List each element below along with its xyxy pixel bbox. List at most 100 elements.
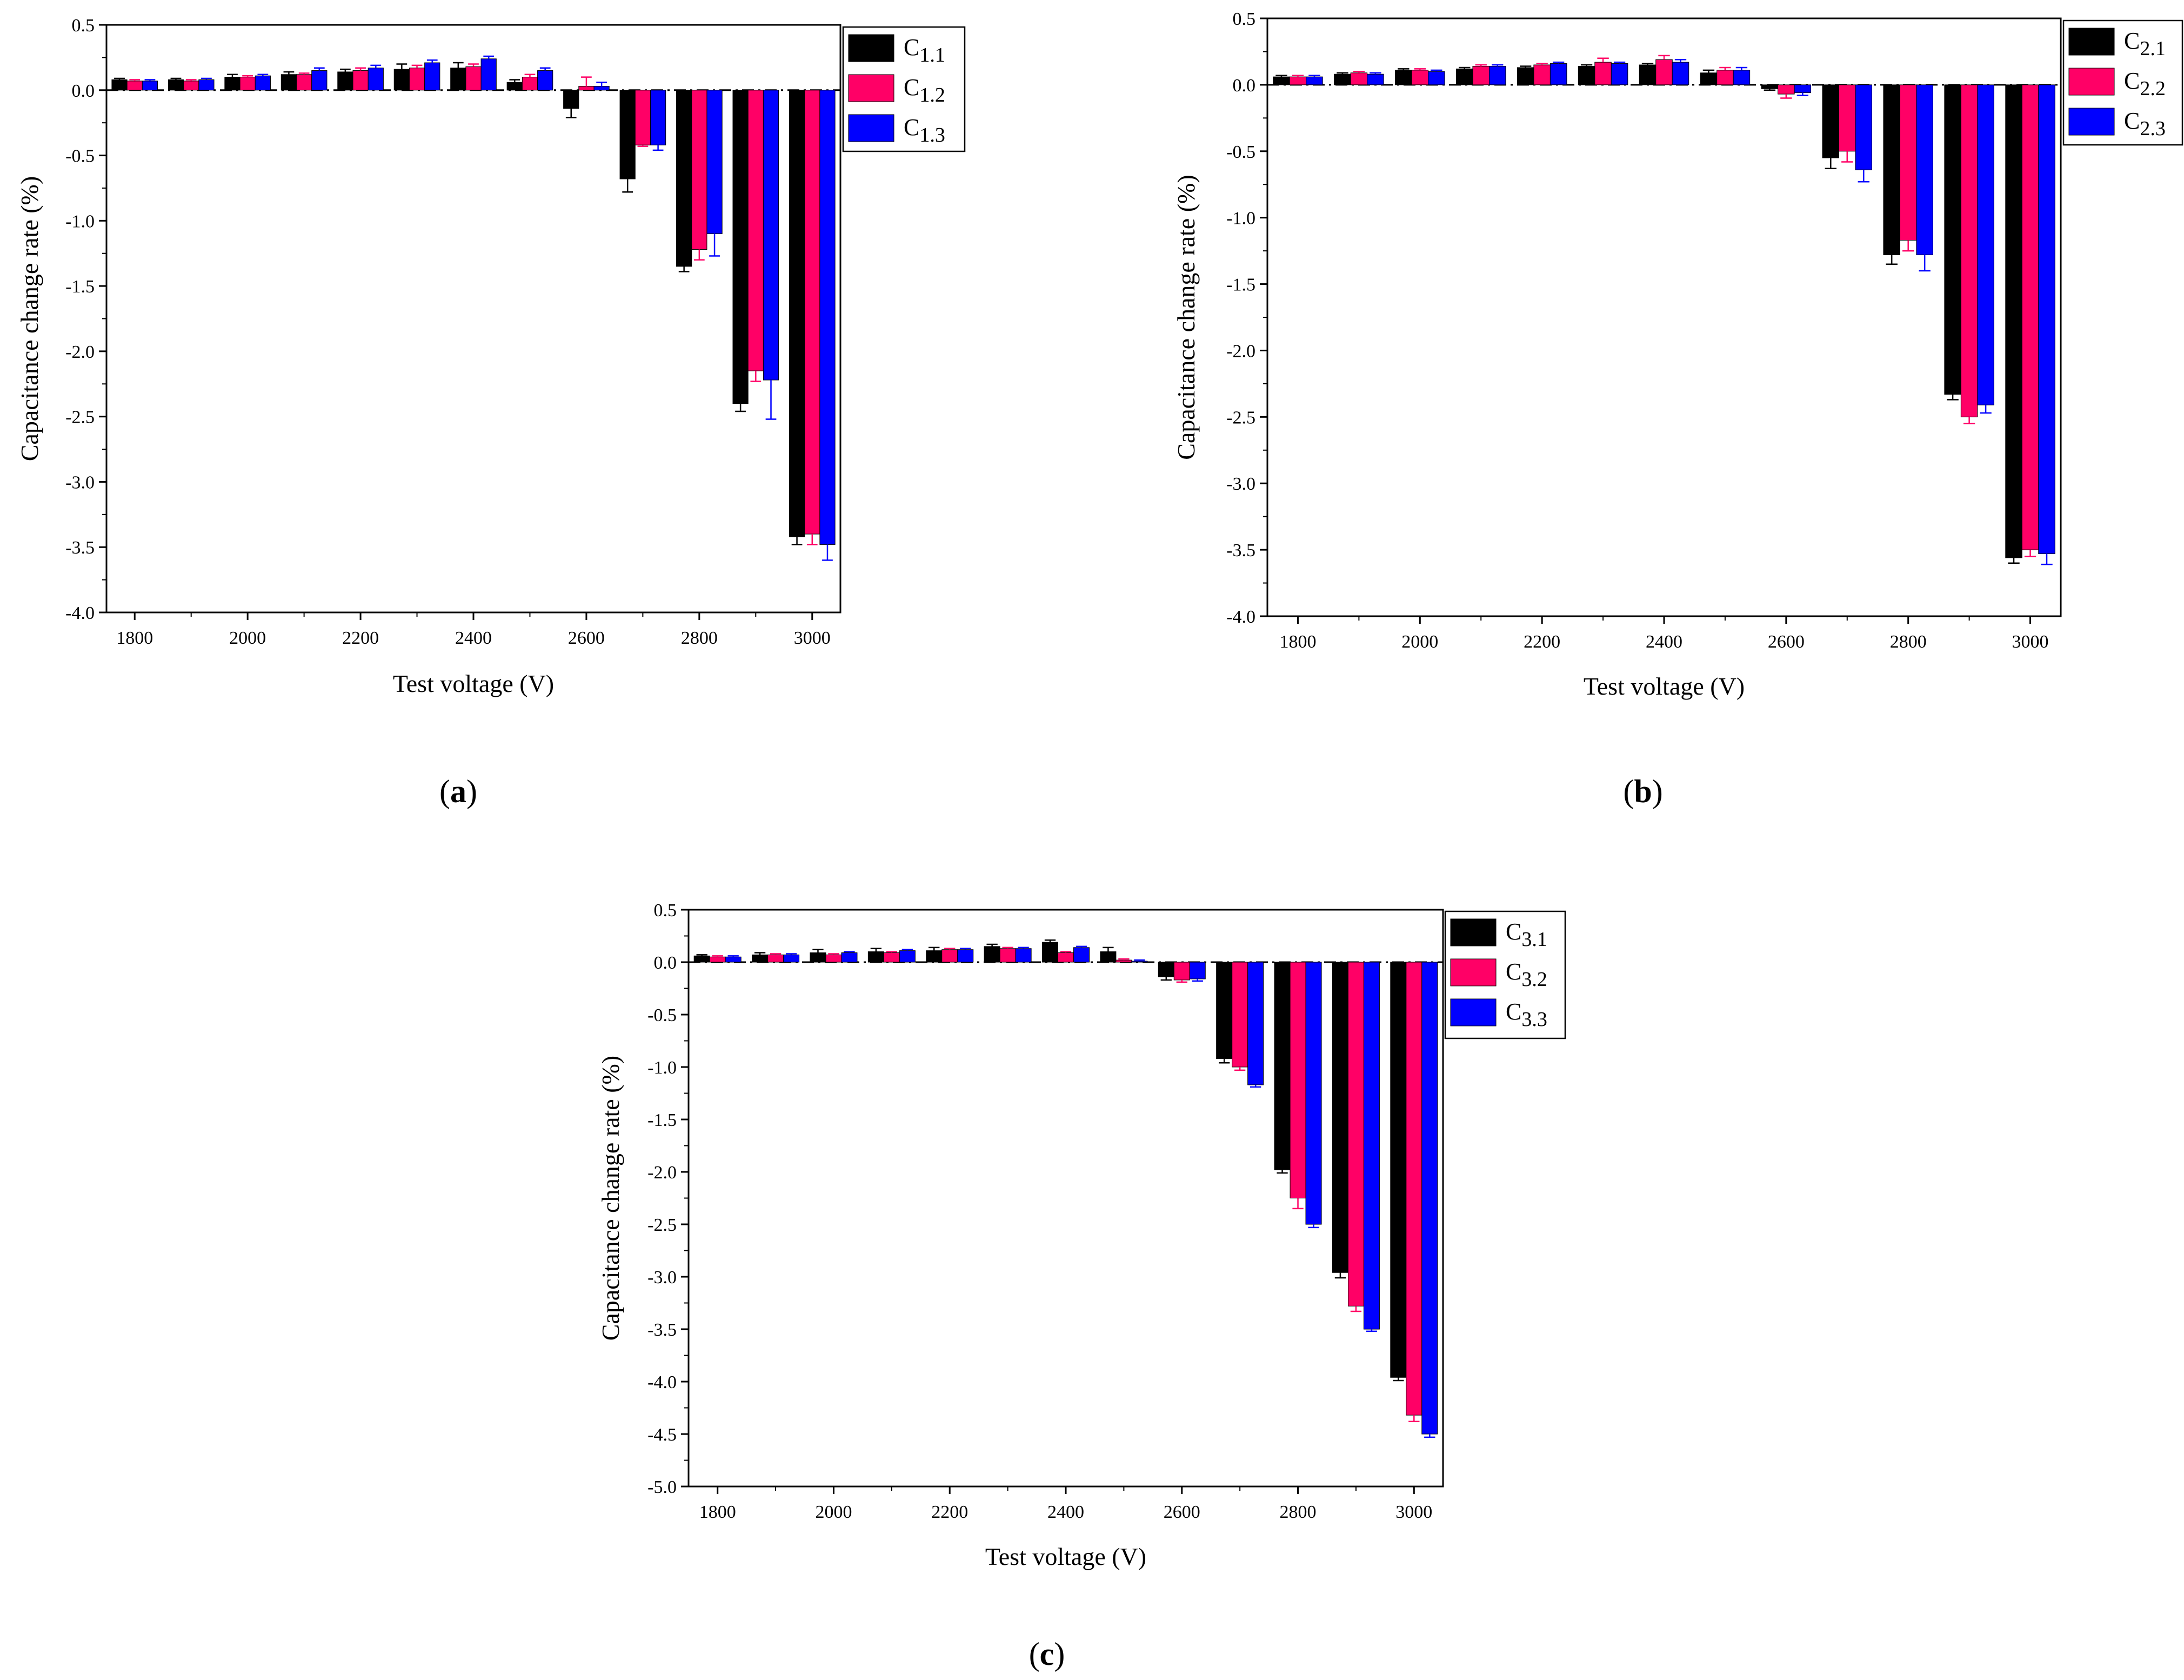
- y-tick-label: -4.5: [647, 1425, 677, 1445]
- y-tick-label: 0.5: [654, 901, 677, 921]
- bar-2.1-2500: [1700, 72, 1718, 85]
- bar-2.2-2600: [1778, 84, 1795, 95]
- bar-3.3-2200: [957, 949, 974, 963]
- bar-3.1-2100: [867, 951, 884, 963]
- x-tick-label: 2400: [455, 628, 492, 648]
- bar-1.3-2600: [593, 86, 610, 91]
- bar-3.2-2500: [1116, 959, 1132, 963]
- bar-3.2-2100: [883, 952, 900, 963]
- x-axis-title: Test voltage (V): [393, 670, 554, 697]
- bar-3.2-3000: [1406, 962, 1422, 1416]
- bar-3.2-1800: [709, 956, 726, 963]
- bar-1.2-2900: [747, 90, 764, 371]
- legend-swatch-3.2: [1450, 958, 1497, 986]
- y-tick-label: -1.0: [65, 211, 95, 231]
- bar-2.1-2200: [1517, 67, 1534, 85]
- legend-swatch-2.2: [2068, 68, 2115, 96]
- bar-1.3-2000: [255, 75, 271, 91]
- bar-1.1-2800: [676, 90, 692, 267]
- x-tick-label: 3000: [2012, 632, 2049, 652]
- y-tick-label: 0.5: [1233, 9, 1256, 29]
- bar-3.3-2400: [1073, 947, 1090, 963]
- y-tick-label: -3.5: [65, 538, 95, 558]
- bar-3.1-2600: [1158, 962, 1174, 977]
- bar-1.3-2400: [480, 58, 497, 91]
- bar-1.3-2100: [311, 70, 328, 91]
- bar-3.2-2400: [1058, 952, 1074, 963]
- legend-swatch-1.1: [848, 34, 894, 62]
- bar-3.1-1800: [693, 955, 710, 963]
- bar-3.3-1800: [725, 956, 742, 963]
- bar-3.1-2300: [984, 946, 1000, 963]
- y-tick-label: -2.0: [65, 342, 95, 362]
- bar-1.2-2600: [578, 86, 595, 91]
- x-tick-label: 2200: [1524, 632, 1560, 652]
- bar-1.3-2500: [537, 70, 553, 91]
- y-tick-label: -1.5: [65, 277, 95, 297]
- bar-1.2-2300: [409, 68, 425, 91]
- bar-1.3-1900: [198, 79, 215, 91]
- bar-1.2-2200: [352, 70, 369, 91]
- bar-3.3-2600: [1189, 962, 1206, 979]
- legend-swatch-2.3: [2068, 108, 2115, 136]
- bar-2.1-1800: [1273, 76, 1290, 85]
- y-tick-label: -2.0: [647, 1163, 677, 1183]
- x-tick-label: 2200: [931, 1502, 968, 1522]
- y-tick-label: -4.0: [65, 603, 95, 623]
- panel-label: (b): [1623, 774, 1662, 809]
- bar-1.2-2800: [691, 90, 707, 250]
- bar-2.2-2500: [1717, 70, 1734, 85]
- bar-3.3-2500: [1131, 961, 1148, 963]
- x-tick-label: 1800: [1279, 632, 1316, 652]
- bar-3.2-1900: [767, 954, 784, 963]
- bar-2.3-2400: [1672, 62, 1689, 85]
- chart-panel-a: 0.5 0.0 -0.5 -1.0 -1.5 -2.0 -2.5 -3.0 -3.5 -4.0 18…: [16, 16, 966, 809]
- x-tick-label: 1800: [699, 1502, 736, 1522]
- x-axis-title: Test voltage (V): [985, 1543, 1146, 1570]
- y-tick-label: -4.0: [647, 1372, 677, 1392]
- bar-2.3-2800: [1916, 84, 1933, 255]
- bar-3.1-2900: [1332, 962, 1348, 1273]
- legend-swatch-3.1: [1450, 918, 1497, 946]
- bar-2.1-2100: [1455, 68, 1473, 85]
- legend: C3.1C3.2C3.3: [1444, 910, 1566, 1039]
- bar-1.1-2700: [619, 90, 636, 179]
- y-tick-label: -3.0: [65, 472, 95, 492]
- panel-label: (a): [439, 774, 477, 809]
- bar-2.3-2300: [1611, 63, 1628, 85]
- bar-2.1-2700: [1822, 84, 1840, 158]
- y-tick-label: -1.0: [1226, 209, 1255, 229]
- bar-3.3-2800: [1305, 962, 1322, 1225]
- bar-2.1-2400: [1639, 64, 1657, 85]
- bar-3.2-2300: [999, 948, 1016, 963]
- legend: C1.1C1.2C1.3: [842, 26, 966, 152]
- y-axis-title: Capacitance change rate (%): [16, 176, 43, 461]
- bar-3.3-1900: [783, 954, 800, 963]
- bar-2.3-1800: [1306, 76, 1323, 85]
- y-tick-label: -3.0: [647, 1268, 677, 1288]
- bar-1.1-2300: [393, 69, 410, 91]
- bar-2.2-2100: [1472, 65, 1490, 85]
- panel-label: (c): [1029, 1636, 1065, 1672]
- bar-1.3-3000: [819, 90, 836, 545]
- bar-1.1-2500: [506, 82, 523, 91]
- bar-2.2-2700: [1839, 84, 1856, 152]
- bar-3.2-2200: [941, 949, 958, 963]
- legend-swatch-1.3: [848, 114, 894, 142]
- x-tick-label: 2200: [342, 628, 379, 648]
- bar-2.1-1900: [1334, 74, 1351, 85]
- bar-2.2-1800: [1289, 76, 1307, 85]
- bar-1.1-2400: [450, 68, 466, 91]
- bar-3.2-2700: [1232, 962, 1248, 1068]
- bar-1.2-2700: [635, 90, 651, 145]
- bar-2.1-3000: [2005, 84, 2022, 558]
- bar-3.1-2000: [810, 952, 826, 963]
- bar-2.2-3000: [2021, 84, 2039, 550]
- y-tick-label: -2.0: [1226, 341, 1255, 361]
- legend-swatch-2.1: [2068, 28, 2115, 56]
- bar-3.1-1900: [752, 954, 769, 963]
- chart-panel-b: 0.5 0.0 -0.5 -1.0 -1.5 -2.0 -2.5 -3.0 -3.5 -4.0 18…: [1172, 9, 2183, 809]
- y-tick-label: -2.5: [65, 408, 95, 428]
- bar-1.2-2000: [239, 77, 256, 91]
